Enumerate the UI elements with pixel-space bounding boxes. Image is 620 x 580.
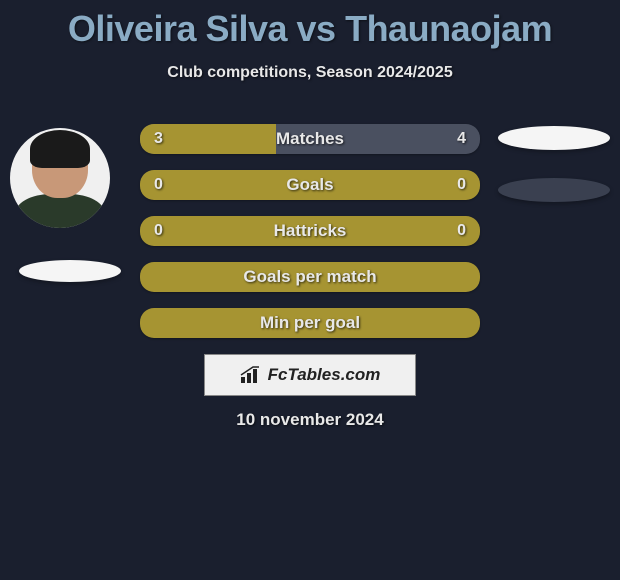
bar-label: Hattricks	[140, 216, 480, 246]
player-left-avatar	[10, 128, 110, 228]
chart-icon	[240, 366, 262, 384]
comparison-subtitle: Club competitions, Season 2024/2025	[0, 64, 620, 82]
stat-bar: 3Matches4	[140, 124, 480, 154]
logo-ellipse-3	[19, 260, 121, 282]
comparison-date: 10 november 2024	[0, 410, 620, 430]
brand-text: FcTables.com	[268, 365, 381, 385]
brand-watermark: FcTables.com	[204, 354, 416, 396]
logo-ellipse-1	[498, 126, 610, 150]
stat-bar: Min per goal	[140, 308, 480, 338]
logo-ellipse-2	[498, 178, 610, 202]
bar-value-right: 4	[457, 124, 466, 154]
stats-bars: 3Matches40Goals00Hattricks0Goals per mat…	[140, 124, 480, 354]
bar-label: Min per goal	[140, 308, 480, 338]
bar-value-right: 0	[457, 216, 466, 246]
bar-label: Goals	[140, 170, 480, 200]
comparison-title: Oliveira Silva vs Thaunaojam	[0, 0, 620, 50]
bar-value-right: 0	[457, 170, 466, 200]
stat-bar: Goals per match	[140, 262, 480, 292]
stat-bar: 0Goals0	[140, 170, 480, 200]
stat-bar: 0Hattricks0	[140, 216, 480, 246]
bar-label: Goals per match	[140, 262, 480, 292]
bar-label: Matches	[140, 124, 480, 154]
